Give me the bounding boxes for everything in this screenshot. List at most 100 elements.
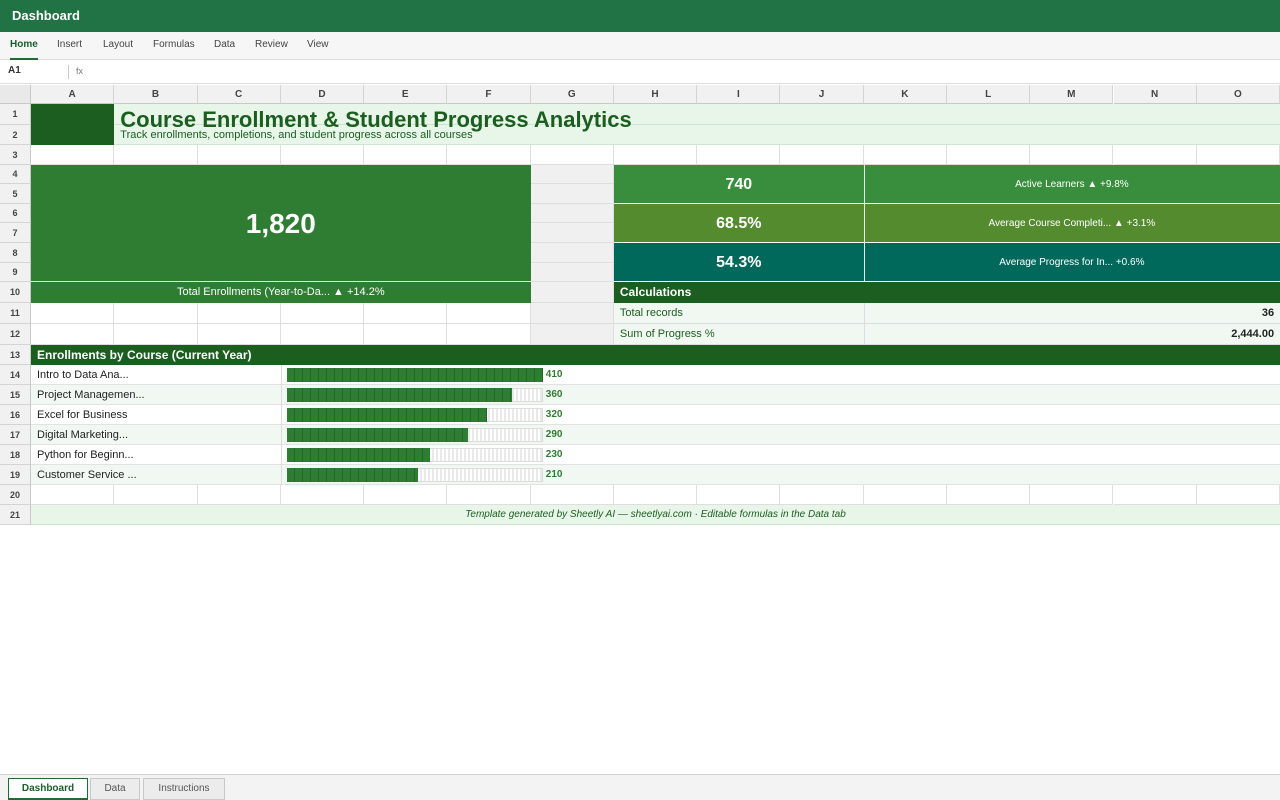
row-header-13[interactable]: 13 <box>0 345 31 365</box>
cell[interactable] <box>197 303 281 324</box>
column-header-m[interactable]: M <box>1030 85 1114 104</box>
cell[interactable] <box>530 145 614 165</box>
cell[interactable] <box>530 324 614 345</box>
ribbon-tab-layout[interactable]: Layout <box>103 39 134 50</box>
row-header-16[interactable]: 16 <box>0 405 31 425</box>
cell[interactable] <box>447 145 531 165</box>
column-header-c[interactable]: C <box>197 85 281 104</box>
row-header-17[interactable]: 17 <box>0 425 31 445</box>
cell[interactable] <box>280 324 365 345</box>
column-header-b[interactable]: B <box>114 85 198 104</box>
column-header-k[interactable]: K <box>863 85 947 104</box>
cell[interactable] <box>863 485 947 505</box>
cell[interactable] <box>530 263 614 282</box>
cell[interactable] <box>197 485 281 505</box>
row-header-20[interactable]: 20 <box>0 485 31 505</box>
cell[interactable] <box>530 223 614 243</box>
ribbon-tab-data[interactable]: Data <box>214 39 236 50</box>
cell[interactable] <box>697 485 781 505</box>
cell[interactable] <box>1113 485 1197 505</box>
row-header-8[interactable]: 8 <box>0 243 31 263</box>
cell[interactable] <box>114 485 198 505</box>
cell[interactable] <box>197 324 281 345</box>
cell[interactable] <box>31 324 115 345</box>
row-header-12[interactable]: 12 <box>0 324 31 345</box>
row-header-10[interactable]: 10 <box>0 282 31 303</box>
column-header-o[interactable]: O <box>1196 85 1280 104</box>
cell[interactable] <box>780 145 864 165</box>
cell[interactable] <box>613 485 698 505</box>
cell[interactable] <box>947 145 1031 165</box>
column-header-f[interactable]: F <box>447 85 531 104</box>
row-header-15[interactable]: 15 <box>0 385 31 405</box>
ribbon-tab-insert[interactable]: Insert <box>57 39 83 50</box>
row-header-1[interactable]: 1 <box>0 104 31 125</box>
cell[interactable] <box>530 165 614 184</box>
cell[interactable] <box>31 485 115 505</box>
row-header-18[interactable]: 18 <box>0 445 31 465</box>
cell[interactable] <box>364 485 448 505</box>
column-header-a[interactable]: A <box>31 85 115 104</box>
row-header-3[interactable]: 3 <box>0 145 31 165</box>
cell[interactable] <box>947 485 1031 505</box>
column-header-h[interactable]: H <box>613 85 698 104</box>
row-header-2[interactable]: 2 <box>0 125 31 145</box>
column-header-e[interactable]: E <box>364 85 448 104</box>
cell[interactable] <box>1196 145 1280 165</box>
ribbon-tab-formulas[interactable]: Formulas <box>153 39 195 50</box>
cell[interactable] <box>530 485 614 505</box>
cell[interactable] <box>364 145 448 165</box>
cell[interactable] <box>447 324 531 345</box>
row-header-6[interactable]: 6 <box>0 204 31 223</box>
column-header-i[interactable]: I <box>697 85 781 104</box>
cell[interactable] <box>280 485 365 505</box>
column-header-j[interactable]: J <box>780 85 864 104</box>
cell[interactable] <box>114 324 198 345</box>
cell[interactable] <box>530 243 614 263</box>
cell[interactable] <box>364 303 448 324</box>
row-header-5[interactable]: 5 <box>0 184 31 204</box>
row-header-11[interactable]: 11 <box>0 303 31 324</box>
column-header-d[interactable]: D <box>280 85 365 104</box>
column-header-l[interactable]: L <box>947 85 1031 104</box>
cell[interactable] <box>114 145 198 165</box>
row-header-19[interactable]: 19 <box>0 465 31 485</box>
cell[interactable] <box>863 145 947 165</box>
row-header-9[interactable]: 9 <box>0 263 31 282</box>
sheet-tab-instructions[interactable]: Instructions <box>143 778 225 800</box>
row-header-4[interactable]: 4 <box>0 165 31 184</box>
name-box[interactable]: A1 <box>8 65 21 76</box>
cell[interactable] <box>1196 485 1280 505</box>
select-all-corner[interactable] <box>0 85 31 104</box>
cell[interactable] <box>1030 485 1114 505</box>
sheet-tab-dashboard[interactable]: Dashboard <box>8 778 88 800</box>
row-header-7[interactable]: 7 <box>0 223 31 243</box>
cell[interactable] <box>780 485 864 505</box>
cell[interactable] <box>613 145 698 165</box>
cell[interactable] <box>1113 145 1197 165</box>
row-header-14[interactable]: 14 <box>0 365 31 385</box>
cell[interactable] <box>1030 145 1114 165</box>
cell[interactable] <box>280 145 365 165</box>
cell[interactable] <box>530 184 614 204</box>
cell[interactable] <box>530 204 614 223</box>
column-header-n[interactable]: N <box>1113 85 1197 104</box>
cell[interactable] <box>31 145 115 165</box>
column-header-g[interactable]: G <box>530 85 614 104</box>
cell[interactable] <box>697 145 781 165</box>
ribbon-tab-home[interactable]: Home <box>10 32 38 60</box>
cell[interactable] <box>197 145 281 165</box>
cell[interactable] <box>31 303 115 324</box>
formula-input[interactable] <box>92 65 1272 79</box>
cell[interactable] <box>530 282 614 303</box>
cell[interactable] <box>530 303 614 324</box>
cell[interactable] <box>114 303 198 324</box>
cell[interactable] <box>447 485 531 505</box>
ribbon-tab-review[interactable]: Review <box>255 39 288 50</box>
row-header-21[interactable]: 21 <box>0 505 31 525</box>
sheet-tab-data[interactable]: Data <box>90 778 140 800</box>
cell[interactable] <box>280 303 365 324</box>
cell[interactable] <box>447 303 531 324</box>
cell[interactable] <box>364 324 448 345</box>
ribbon-tab-view[interactable]: View <box>307 39 329 50</box>
